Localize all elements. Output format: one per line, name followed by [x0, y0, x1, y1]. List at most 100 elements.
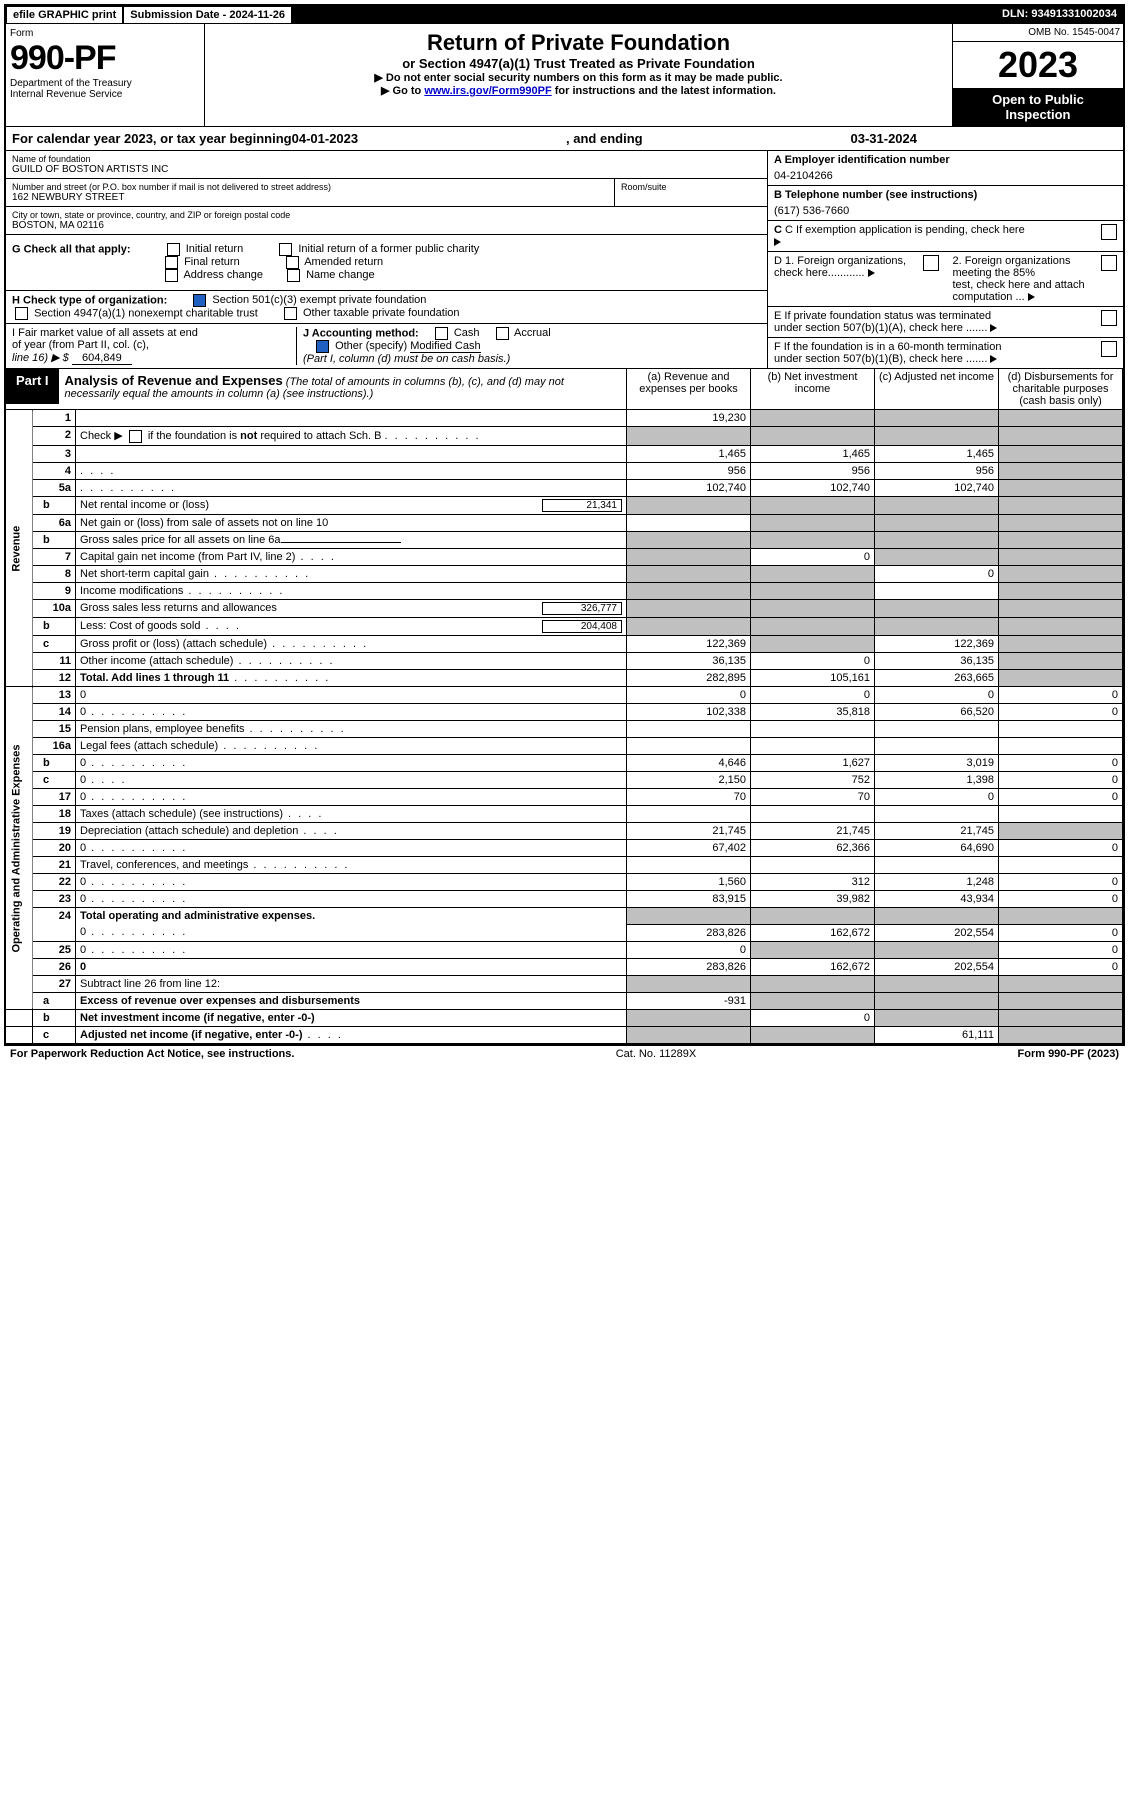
- section-j: J Accounting method: Cash Accrual Other …: [297, 327, 761, 365]
- line-10a: 10a Gross sales less returns and allowan…: [6, 600, 1123, 618]
- foreign-85-checkbox[interactable]: [1101, 255, 1117, 271]
- form-container: efile GRAPHIC print Submission Date - 20…: [4, 4, 1125, 1046]
- part1-header: Part I Analysis of Revenue and Expenses …: [6, 369, 626, 404]
- street-address: 162 NEWBURY STREET: [12, 192, 608, 203]
- header-left: Form 990-PF Department of the Treasury I…: [6, 24, 205, 126]
- line-16a: 16a Legal fees (attach schedule): [6, 738, 1123, 755]
- line-27c: c Adjusted net income (if negative, ente…: [6, 1026, 1123, 1043]
- part1-table: Part I Analysis of Revenue and Expenses …: [6, 368, 1123, 1043]
- line-14: 14 0 102,338 35,818 66,520 0: [6, 704, 1123, 721]
- line-16c: c 0 2,150 752 1,398 0: [6, 772, 1123, 789]
- fmv-assets: 604,849: [72, 352, 132, 365]
- other-method-value: Modified Cash: [410, 340, 480, 353]
- ein-cell: A Employer identification number 04-2104…: [768, 151, 1123, 186]
- initial-former-checkbox[interactable]: [279, 243, 292, 256]
- 60month-checkbox[interactable]: [1101, 341, 1117, 357]
- final-return-checkbox[interactable]: [165, 256, 178, 269]
- form-number: 990-PF: [10, 39, 200, 78]
- cash-checkbox[interactable]: [435, 327, 448, 340]
- line-9: 9 Income modifications: [6, 583, 1123, 600]
- line-4: 4 956 956 956: [6, 463, 1123, 480]
- dept-treasury: Department of the Treasury: [10, 78, 200, 89]
- section-f: F If the foundation is in a 60-month ter…: [768, 338, 1123, 368]
- form-word: Form: [10, 28, 200, 39]
- 501c3-checkbox[interactable]: [193, 294, 206, 307]
- accrual-checkbox[interactable]: [496, 327, 509, 340]
- name-change-checkbox[interactable]: [287, 269, 300, 282]
- amended-return-checkbox[interactable]: [286, 256, 299, 269]
- efile-print-button[interactable]: efile GRAPHIC print: [6, 6, 123, 24]
- open-to-public: Open to Public Inspection: [953, 88, 1123, 126]
- section-i-j: I Fair market value of all assets at end…: [6, 324, 767, 368]
- section-d: D 1. Foreign organizations, check here..…: [768, 252, 1123, 307]
- foundation-name: GUILD OF BOSTON ARTISTS INC: [12, 164, 761, 175]
- line-25: 25 0 0 0: [6, 941, 1123, 958]
- paperwork-notice: For Paperwork Reduction Act Notice, see …: [10, 1048, 294, 1060]
- line-22: 22 0 1,560 312 1,248 0: [6, 874, 1123, 891]
- line-1: Revenue 1 19,230: [6, 410, 1123, 427]
- expenses-label: Operating and Administrative Expenses: [6, 687, 33, 1010]
- submission-date: Submission Date - 2024-11-26: [123, 6, 292, 24]
- line-21: 21 Travel, conferences, and meetings: [6, 857, 1123, 874]
- room-suite-cell: Room/suite: [614, 179, 767, 206]
- line-27a: a Excess of revenue over expenses and di…: [6, 992, 1123, 1009]
- phone-cell: B Telephone number (see instructions) (6…: [768, 186, 1123, 221]
- form-header: Form 990-PF Department of the Treasury I…: [6, 24, 1123, 127]
- revenue-label: Revenue: [6, 410, 33, 687]
- sch-b-checkbox[interactable]: [129, 430, 142, 443]
- page-footer: For Paperwork Reduction Act Notice, see …: [4, 1046, 1125, 1062]
- omb-number: OMB No. 1545-0047: [953, 24, 1123, 42]
- instructions-link[interactable]: www.irs.gov/Form990PF: [424, 85, 551, 97]
- foundation-name-cell: Name of foundation GUILD OF BOSTON ARTIS…: [6, 151, 767, 179]
- line-11: 11 Other income (attach schedule) 36,135…: [6, 653, 1123, 670]
- line-10c: c Gross profit or (loss) (attach schedul…: [6, 636, 1123, 653]
- city-state-zip: BOSTON, MA 02116: [12, 220, 761, 231]
- line-8: 8 Net short-term capital gain 0: [6, 566, 1123, 583]
- dln: DLN: 93491331002034: [996, 6, 1123, 24]
- ein-value: 04-2104266: [774, 166, 1117, 182]
- exemption-pending-checkbox[interactable]: [1101, 224, 1117, 240]
- col-c-header: (c) Adjusted net income: [875, 369, 999, 410]
- form-subtitle: or Section 4947(a)(1) Trust Treated as P…: [209, 56, 948, 71]
- header-title-block: Return of Private Foundation or Section …: [205, 24, 952, 126]
- cat-number: Cat. No. 11289X: [294, 1048, 1017, 1060]
- line-20: 20 0 67,402 62,366 64,690 0: [6, 840, 1123, 857]
- address-change-checkbox[interactable]: [165, 269, 178, 282]
- line-13: Operating and Administrative Expenses 13…: [6, 687, 1123, 704]
- section-g: G Check all that apply: Initial return I…: [6, 235, 767, 291]
- section-h: H Check type of organization: Section 50…: [6, 291, 767, 324]
- form-ref: Form 990-PF (2023): [1018, 1048, 1120, 1060]
- 4947-checkbox[interactable]: [15, 307, 28, 320]
- part1-tab: Part I: [6, 369, 59, 404]
- line-2: 2 Check ▶ if the foundation is not requi…: [6, 427, 1123, 446]
- line-24-sum: 0 283,826 162,672 202,554 0: [6, 924, 1123, 941]
- line-26: 26 0 283,826 162,672 202,554 0: [6, 958, 1123, 975]
- line-6b: b Gross sales price for all assets on li…: [6, 532, 1123, 549]
- line-5a: 5a 102,740 102,740 102,740: [6, 480, 1123, 497]
- col-a-header: (a) Revenue and expenses per books: [627, 369, 751, 410]
- street-address-cell: Number and street (or P.O. box number if…: [6, 179, 614, 206]
- city-cell: City or town, state or province, country…: [6, 207, 767, 235]
- line-23: 23 0 83,915 39,982 43,934 0: [6, 891, 1123, 908]
- line-18: 18 Taxes (attach schedule) (see instruct…: [6, 806, 1123, 823]
- section-c: C C If exemption application is pending,…: [768, 221, 1123, 252]
- line-15: 15 Pension plans, employee benefits: [6, 721, 1123, 738]
- line-16b: b 0 4,646 1,627 3,019 0: [6, 755, 1123, 772]
- foreign-org-checkbox[interactable]: [923, 255, 939, 271]
- tax-year-begin: 04-01-2023: [292, 131, 359, 146]
- form-title: Return of Private Foundation: [209, 30, 948, 56]
- initial-return-checkbox[interactable]: [167, 243, 180, 256]
- line-10b: b Less: Cost of goods sold 204,408: [6, 618, 1123, 636]
- line-27b: b Net investment income (if negative, en…: [6, 1009, 1123, 1026]
- other-taxable-checkbox[interactable]: [284, 307, 297, 320]
- ssn-warning: ▶ Do not enter social security numbers o…: [209, 71, 948, 84]
- line-17: 17 0 70 70 0 0: [6, 789, 1123, 806]
- col-b-header: (b) Net investment income: [751, 369, 875, 410]
- entity-right: A Employer identification number 04-2104…: [767, 151, 1123, 368]
- phone-value: (617) 536-7660: [774, 201, 1117, 217]
- entity-left: Name of foundation GUILD OF BOSTON ARTIS…: [6, 151, 767, 368]
- other-method-checkbox[interactable]: [316, 340, 329, 353]
- line-5b: b Net rental income or (loss) 21,341: [6, 497, 1123, 515]
- tax-year-end: 03-31-2024: [851, 131, 918, 146]
- terminated-checkbox[interactable]: [1101, 310, 1117, 326]
